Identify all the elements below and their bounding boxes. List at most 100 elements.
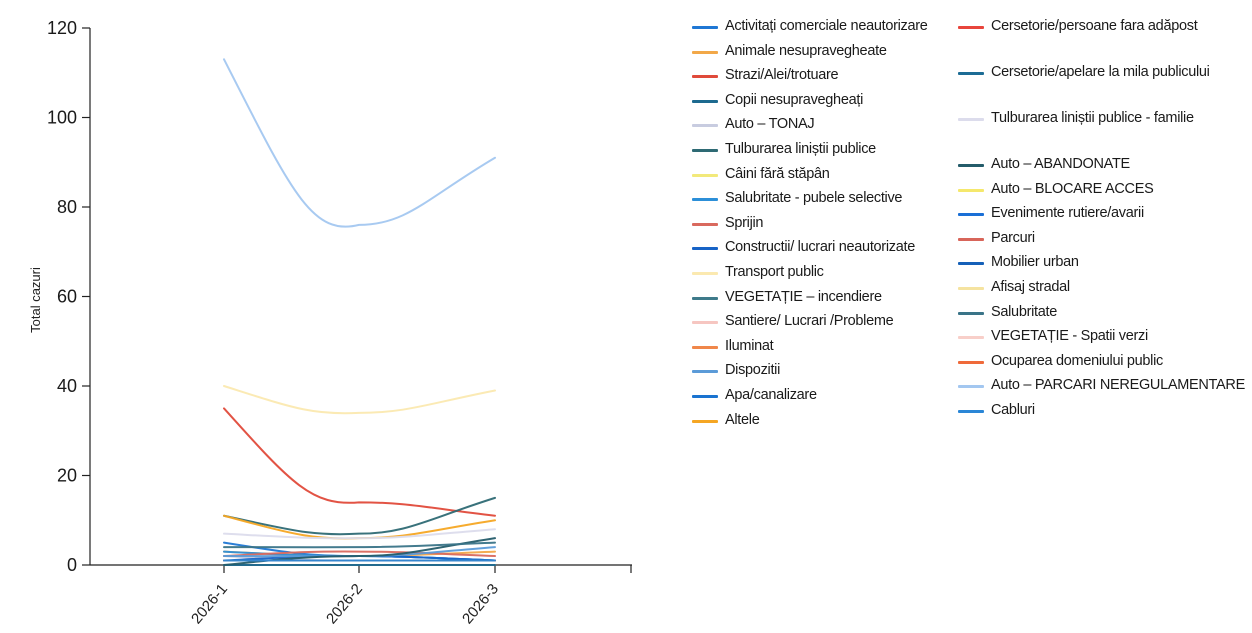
legend-item: Santiere/ Lucrari /Probleme bbox=[692, 313, 957, 338]
legend-swatch bbox=[692, 321, 718, 325]
legend-swatch bbox=[958, 409, 984, 413]
legend-label: Cabluri bbox=[991, 401, 1035, 418]
legend-label: Tulburarea liniștii publice bbox=[725, 140, 876, 157]
legend-item: Cersetorie/persoane fara adăpost bbox=[958, 18, 1248, 64]
legend-swatch bbox=[958, 26, 984, 29]
legend-item: Dispozitii bbox=[692, 362, 957, 387]
legend-swatch bbox=[692, 345, 718, 349]
legend-swatch bbox=[692, 198, 718, 202]
legend-item: Câini fără stăpân bbox=[692, 166, 957, 191]
legend-swatch bbox=[692, 173, 718, 177]
legend-item: Copii nesupravegheați bbox=[692, 92, 957, 117]
legend-item: Iluminat bbox=[692, 338, 957, 363]
series-line bbox=[223, 385, 496, 415]
legend-label: Parcuri bbox=[991, 229, 1035, 246]
legend-swatch bbox=[692, 222, 718, 226]
legend-item: VEGETAȚIE - Spatii verzi bbox=[958, 328, 1248, 353]
legend-swatch bbox=[958, 311, 984, 315]
series-line bbox=[223, 407, 496, 517]
legend-swatch bbox=[958, 72, 984, 75]
y-tick-label: 20 bbox=[57, 466, 77, 486]
legend-label: Animale nesupravegheate bbox=[725, 42, 887, 59]
legend-label: Copii nesupravegheați bbox=[725, 91, 863, 108]
legend-swatch bbox=[692, 271, 718, 275]
legend-label: Cersetorie/apelare la mila publicului bbox=[991, 64, 1210, 80]
legend-item: Salubritate bbox=[958, 304, 1248, 329]
legend-label: Strazi/Alei/trotuare bbox=[725, 67, 839, 84]
legend-swatch bbox=[958, 360, 984, 364]
legend-label: Activitați comerciale neautorizare bbox=[725, 18, 928, 34]
series-line bbox=[223, 528, 496, 540]
legend-item: Transport public bbox=[692, 264, 957, 289]
series-line bbox=[223, 550, 496, 558]
legend-item: Auto – ABANDONATE bbox=[958, 156, 1248, 181]
legend-swatch bbox=[692, 99, 718, 103]
legend-item: Parcuri bbox=[958, 230, 1248, 255]
legend-label: Mobilier urban bbox=[991, 254, 1079, 271]
y-tick-label: 0 bbox=[67, 555, 77, 575]
legend-label: Salubritate bbox=[991, 303, 1058, 320]
legend-swatch bbox=[958, 237, 984, 241]
legend-swatch bbox=[958, 262, 984, 266]
legend-label: Ocuparea domeniului public bbox=[991, 352, 1163, 369]
legend-swatch bbox=[692, 394, 718, 398]
legend-label: Santiere/ Lucrari /Probleme bbox=[725, 313, 894, 330]
series-line bbox=[223, 496, 496, 536]
legend-swatch bbox=[692, 148, 718, 152]
legend-item: Apa/canalizare bbox=[692, 387, 957, 412]
y-tick-label: 80 bbox=[57, 197, 77, 217]
series-layer bbox=[223, 58, 496, 567]
legend-item: Auto – PARCARI NEREGULAMENTARE bbox=[958, 377, 1248, 402]
legend-label: Salubritate - pubele selective bbox=[725, 190, 903, 207]
legend-label: Cersetorie/persoane fara adăpost bbox=[991, 18, 1198, 34]
legend-swatch bbox=[958, 118, 984, 121]
legend-label: Auto – TONAJ bbox=[725, 116, 815, 133]
legend-swatch bbox=[958, 188, 984, 192]
legend-swatch bbox=[692, 75, 718, 79]
legend-item: Salubritate - pubele selective bbox=[692, 190, 957, 215]
legend-swatch bbox=[692, 419, 718, 423]
legend-item: Afisaj stradal bbox=[958, 279, 1248, 304]
legend-label: Transport public bbox=[725, 263, 824, 280]
legend-label: Altele bbox=[725, 411, 760, 428]
legend-label: VEGETAȚIE – incendiere bbox=[725, 288, 882, 305]
y-tick-label: 100 bbox=[47, 108, 77, 128]
y-tick-label: 60 bbox=[57, 287, 77, 307]
legend-item: Tulburarea liniștii publice - familie bbox=[958, 110, 1248, 156]
legend-item: Auto – BLOCARE ACCES bbox=[958, 181, 1248, 206]
legend-label: Sprijin bbox=[725, 214, 764, 231]
legend-item: Cersetorie/apelare la mila publicului bbox=[958, 64, 1248, 110]
legend-label: Evenimente rutiere/avarii bbox=[991, 205, 1144, 222]
legend-label: Auto – ABANDONATE bbox=[991, 156, 1130, 172]
legend-column-1: Activitați comerciale neautorizare Animal… bbox=[692, 18, 957, 436]
legend-swatch bbox=[692, 26, 718, 29]
legend-label: Apa/canalizare bbox=[725, 386, 817, 403]
legend-item: Ocuparea domeniului public bbox=[958, 353, 1248, 378]
legend-swatch bbox=[692, 247, 718, 251]
legend-column-2: Cersetorie/persoane fara adăpost Cersetor… bbox=[958, 18, 1248, 427]
legend-swatch bbox=[958, 286, 984, 290]
legend-label: Dispozitii bbox=[725, 362, 781, 379]
legend-label: Auto – PARCARI NEREGULAMENTARE bbox=[991, 377, 1245, 394]
legend-label: Constructii/ lucrari neautorizate bbox=[725, 239, 915, 256]
x-tick-label: 2026-2 bbox=[323, 581, 366, 628]
legend-swatch bbox=[958, 385, 984, 389]
legend-label: Auto – BLOCARE ACCES bbox=[991, 180, 1154, 197]
legend-item: Constructii/ lucrari neautorizate bbox=[692, 239, 957, 264]
legend-swatch bbox=[958, 336, 984, 340]
legend-swatch bbox=[692, 370, 718, 374]
legend-label: VEGETAȚIE - Spatii verzi bbox=[991, 328, 1148, 345]
legend-item: Mobilier urban bbox=[958, 254, 1248, 279]
x-tick-label: 2026-1 bbox=[188, 581, 231, 628]
legend-item: Altele bbox=[692, 412, 957, 437]
line-chart: 0 20 40 60 80 100 120 2026-1 2026-2 2026-3 Total … bbox=[28, 18, 632, 627]
series-line bbox=[223, 541, 496, 549]
chart-axes: 0 20 40 60 80 100 120 2026-1 2026-2 2026-3 bbox=[47, 18, 632, 627]
legend-item: VEGETAȚIE – incendiere bbox=[692, 289, 957, 314]
legend-swatch bbox=[692, 124, 718, 128]
legend-item: Tulburarea liniștii publice bbox=[692, 141, 957, 166]
legend-item: Strazi/Alei/trotuare bbox=[692, 67, 957, 92]
legend-item: Auto – TONAJ bbox=[692, 116, 957, 141]
legend-label: Câini fără stăpân bbox=[725, 165, 830, 182]
y-tick-label: 40 bbox=[57, 376, 77, 396]
